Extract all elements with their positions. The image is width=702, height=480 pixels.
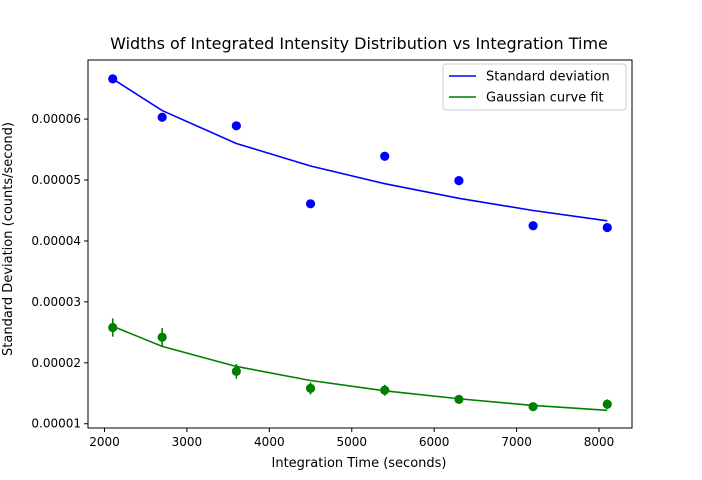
y-axis-label: Standard Deviation (counts/second)	[1, 122, 16, 356]
x-tick-label: 8000	[584, 435, 615, 449]
data-point	[108, 74, 118, 84]
legend-item: Standard deviation	[449, 70, 610, 85]
data-point	[380, 151, 390, 161]
legend-label: Gaussian curve fit	[486, 91, 604, 106]
series-1	[108, 318, 612, 412]
series-line	[112, 78, 608, 222]
x-tick-label: 3000	[172, 435, 203, 449]
y-tick-label: 0.00004	[31, 234, 81, 248]
legend-label: Standard deviation	[486, 70, 610, 85]
y-tick-label: 0.00003	[31, 295, 81, 309]
x-tick-label: 2000	[89, 435, 120, 449]
data-point	[231, 366, 241, 376]
x-tick-label: 5000	[336, 435, 367, 449]
data-point	[380, 385, 390, 395]
legend-box	[442, 63, 627, 111]
chart-title: Widths of Integrated Intensity Distribut…	[110, 34, 608, 53]
data-point	[602, 399, 612, 409]
data-point	[305, 383, 316, 393]
data-point	[157, 112, 167, 122]
y-tick-label: 0.00006	[31, 112, 81, 126]
x-tick-label: 4000	[254, 435, 285, 449]
y-tick-label: 0.00005	[31, 173, 81, 187]
data-point	[454, 176, 464, 186]
data-point	[454, 394, 464, 404]
x-tick-label: 6000	[419, 435, 450, 449]
legend-item: Gaussian curve fit	[449, 91, 604, 106]
data-point	[157, 332, 167, 342]
axes-border	[87, 59, 633, 429]
series-line	[112, 325, 608, 412]
plot-area	[108, 74, 612, 412]
data-point	[602, 222, 612, 233]
data-point	[108, 322, 118, 333]
x-axis-label: Integration Time (seconds)	[272, 456, 447, 471]
x-tick-label: 7000	[501, 435, 532, 449]
y-tick-label: 0.00002	[31, 356, 81, 370]
x-axis: 2000 3000 4000 5000 6000 7000 8000	[89, 428, 614, 449]
data-point	[528, 221, 538, 231]
legend: Standard deviation Gaussian curve fit	[442, 63, 627, 111]
data-point	[231, 121, 241, 131]
data-point	[305, 199, 316, 209]
series-0	[108, 74, 612, 233]
data-point	[528, 402, 538, 412]
axes-frame	[87, 59, 633, 429]
y-tick-label: 0.00001	[31, 417, 81, 431]
y-axis: 0.00001 0.00002 0.00003 0.00004 0.00005 0.000…	[31, 112, 88, 431]
